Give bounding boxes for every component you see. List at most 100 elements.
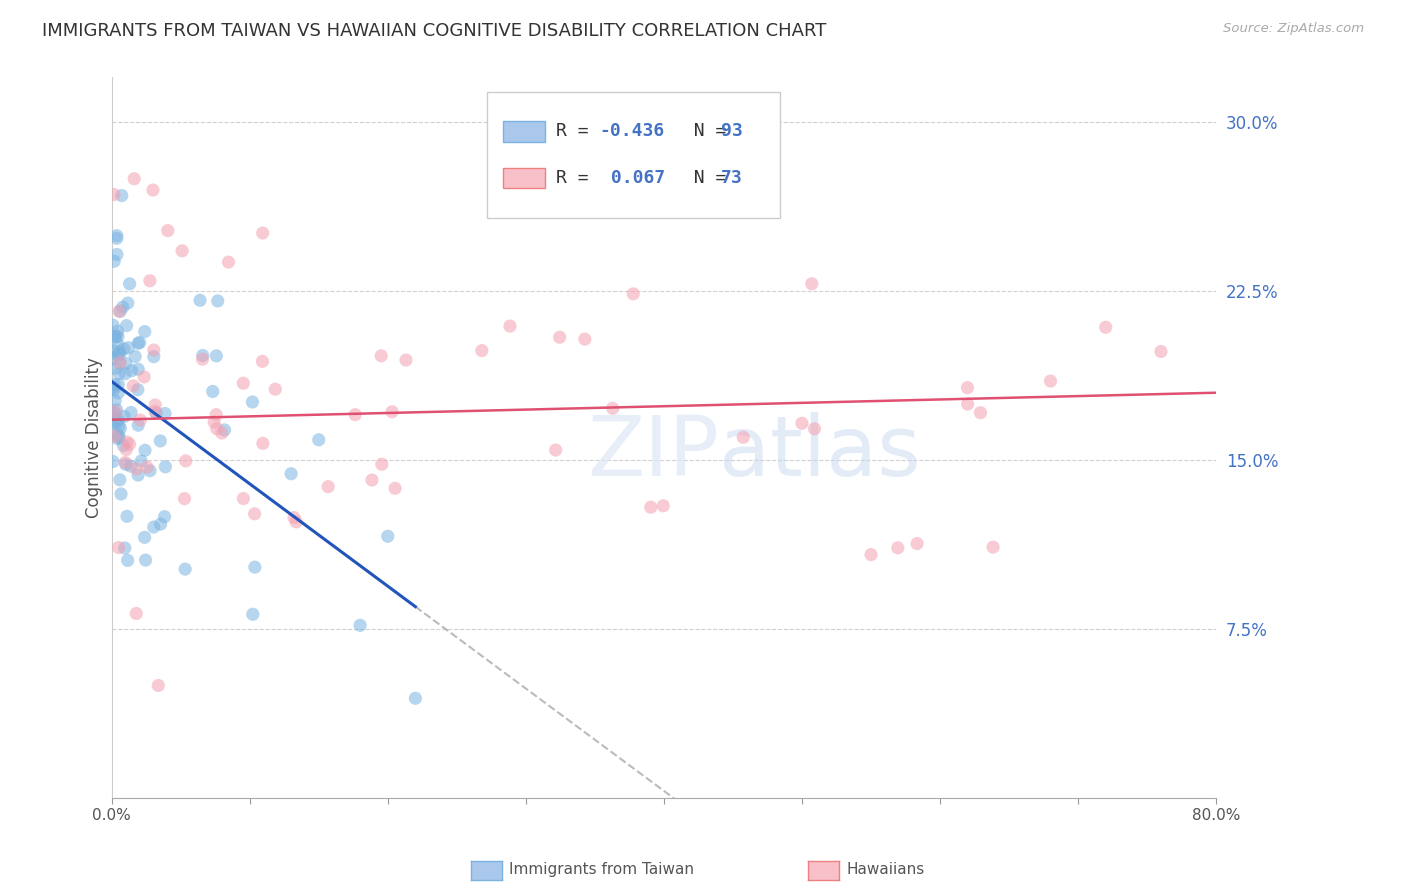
Point	[142, 520, 165, 534]
Point	[107, 413, 129, 427]
Point	[107, 432, 129, 446]
Point	[124, 350, 146, 364]
Point	[107, 541, 129, 555]
Point	[128, 335, 150, 350]
Point	[344, 408, 367, 422]
Point	[107, 428, 129, 442]
Point	[384, 481, 406, 495]
Point	[115, 434, 138, 449]
Point	[1094, 320, 1116, 334]
Point	[404, 691, 426, 706]
Point	[107, 337, 129, 351]
Y-axis label: Cognitive Disability: Cognitive Disability	[86, 358, 103, 518]
Point	[905, 536, 928, 550]
Point	[242, 395, 264, 409]
Point	[101, 351, 124, 366]
Point	[153, 407, 176, 421]
Point	[370, 349, 392, 363]
Point	[381, 405, 404, 419]
Point	[471, 343, 494, 358]
Point	[127, 418, 149, 433]
Point	[252, 226, 274, 240]
Point	[143, 398, 166, 412]
Point	[112, 439, 135, 453]
Point	[104, 361, 127, 376]
Point	[134, 325, 156, 339]
Point	[217, 255, 239, 269]
Bar	[486, 92, 780, 218]
Point	[135, 553, 157, 567]
Point	[205, 422, 228, 436]
Point	[120, 405, 142, 419]
Text: 0.067: 0.067	[600, 169, 665, 187]
Point	[127, 362, 149, 376]
Point	[107, 348, 129, 362]
Point	[104, 330, 127, 344]
Point	[155, 459, 177, 474]
Point	[101, 318, 124, 333]
Point	[174, 454, 197, 468]
Point	[108, 347, 131, 361]
Point	[214, 423, 236, 437]
Point	[136, 460, 159, 475]
Point	[114, 367, 136, 381]
Text: Immigrants from Taiwan: Immigrants from Taiwan	[509, 863, 695, 877]
Point	[308, 433, 330, 447]
Point	[803, 422, 825, 436]
Point	[103, 429, 125, 443]
Point	[188, 293, 211, 308]
Point	[142, 183, 165, 197]
Point	[103, 254, 125, 268]
Point	[149, 434, 172, 448]
Point	[101, 380, 124, 394]
Point	[115, 509, 138, 524]
Point	[105, 402, 128, 417]
Point	[108, 431, 131, 445]
Point	[117, 296, 139, 310]
Point	[117, 341, 139, 355]
Point	[377, 529, 399, 543]
Text: -0.436: -0.436	[600, 122, 665, 140]
Point	[264, 382, 287, 396]
Point	[395, 353, 418, 368]
Point	[101, 454, 124, 468]
Point	[211, 425, 233, 440]
Point	[800, 277, 823, 291]
Point	[108, 344, 131, 359]
Point	[232, 491, 254, 506]
Point	[129, 413, 152, 427]
Point	[103, 187, 125, 202]
Point	[242, 607, 264, 622]
Point	[252, 354, 274, 368]
Point	[205, 349, 228, 363]
Point	[201, 384, 224, 399]
Point	[349, 618, 371, 632]
Point	[111, 188, 134, 202]
Point	[574, 332, 596, 346]
Point	[111, 300, 134, 314]
Point	[956, 397, 979, 411]
Point	[544, 443, 567, 458]
Point	[105, 247, 128, 261]
Point	[191, 352, 214, 367]
Text: 73: 73	[721, 169, 744, 187]
Point	[107, 377, 129, 392]
Point	[142, 350, 165, 364]
Text: ZIP: ZIP	[588, 412, 718, 492]
Point	[887, 541, 910, 555]
Point	[110, 421, 132, 435]
Point	[149, 517, 172, 532]
Text: IMMIGRANTS FROM TAIWAN VS HAWAIIAN COGNITIVE DISABILITY CORRELATION CHART: IMMIGRANTS FROM TAIWAN VS HAWAIIAN COGNI…	[42, 22, 827, 40]
Point	[114, 457, 136, 471]
Text: R =: R =	[555, 169, 599, 187]
Point	[1039, 374, 1062, 388]
Point	[202, 415, 225, 429]
Point	[172, 244, 194, 258]
Point	[283, 510, 305, 524]
Text: N =: N =	[672, 169, 737, 187]
Point	[252, 436, 274, 450]
Point	[114, 541, 136, 555]
Point	[243, 507, 266, 521]
Point	[103, 377, 125, 392]
Point	[156, 223, 179, 237]
